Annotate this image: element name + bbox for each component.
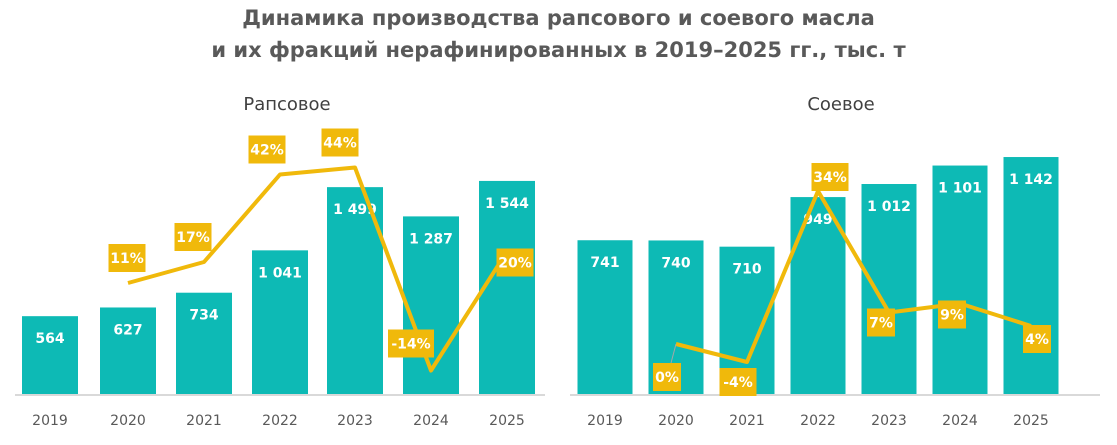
bar-value-label: 564 — [35, 331, 64, 347]
bar-value-label: 1 142 — [1009, 172, 1053, 188]
growth-label-box — [248, 135, 286, 164]
x-tick-label: 2022 — [800, 413, 836, 429]
bar — [403, 216, 459, 394]
bar-value-label: 1 287 — [409, 231, 453, 247]
x-tick-label: 2021 — [186, 413, 222, 429]
chart-title-line-2: и их фракций нерафинированных в 2019–202… — [211, 38, 906, 62]
growth-label-box — [496, 248, 534, 277]
bar-value-label: 949 — [803, 212, 832, 228]
growth-label: 17% — [176, 230, 210, 246]
bar — [932, 165, 988, 394]
x-tick-label: 2023 — [871, 413, 907, 429]
bar-value-label: 741 — [590, 255, 619, 271]
bar-value-label: 627 — [113, 322, 142, 338]
x-tick-label: 2025 — [489, 413, 525, 429]
bar-value-label: 710 — [732, 262, 761, 278]
growth-label: 11% — [110, 251, 144, 267]
x-tick-label: 2023 — [337, 413, 373, 429]
growth-label-box — [719, 368, 757, 396]
bar — [100, 307, 156, 394]
growth-label-box — [811, 163, 849, 191]
growth-label: 7% — [869, 316, 893, 332]
x-tick-label: 2025 — [1013, 413, 1049, 429]
bar-value-label: 1 012 — [867, 199, 911, 215]
bar — [577, 240, 633, 394]
growth-label: 20% — [498, 256, 532, 272]
growth-label: 42% — [250, 143, 284, 159]
bar-value-label: 1 041 — [258, 265, 302, 281]
growth-label-box — [653, 363, 681, 391]
growth-label: 34% — [813, 170, 847, 186]
growth-label-box — [388, 329, 434, 358]
bar — [176, 292, 232, 394]
x-tick-label: 2019 — [587, 413, 623, 429]
growth-line — [675, 189, 1032, 364]
chart-title-line-1: Динамика производства рапсового и соевог… — [242, 6, 875, 30]
bar-value-label: 1 499 — [333, 202, 377, 218]
growth-label-box — [1023, 325, 1051, 353]
growth-label: 44% — [323, 136, 357, 152]
bar — [22, 316, 78, 394]
bar — [1003, 157, 1059, 394]
growth-label-box — [174, 223, 212, 251]
x-tick-label: 2022 — [262, 413, 298, 429]
bar — [861, 184, 917, 394]
growth-label: 9% — [940, 308, 964, 324]
growth-label-box — [108, 244, 146, 272]
x-tick-label: 2024 — [413, 413, 449, 429]
bar — [479, 180, 535, 394]
x-tick-label: 2021 — [729, 413, 765, 429]
growth-label: -4% — [723, 375, 753, 391]
x-tick-label: 2020 — [658, 413, 694, 429]
x-tick-label: 2019 — [32, 413, 68, 429]
bar-value-label: 1 101 — [938, 181, 982, 197]
growth-label-box — [867, 308, 895, 337]
growth-line — [127, 165, 509, 373]
growth-label: 4% — [1025, 332, 1049, 348]
bar — [790, 197, 846, 394]
growth-label-box — [938, 300, 966, 329]
bar-value-label: 740 — [661, 255, 690, 271]
subchart-title: Соевое — [807, 94, 874, 115]
bar — [252, 250, 308, 394]
x-tick-label: 2020 — [110, 413, 146, 429]
growth-label: -14% — [391, 337, 430, 353]
growth-label-box — [321, 128, 359, 157]
growth-label: 0% — [655, 370, 679, 386]
label-leader-line — [670, 343, 677, 364]
subchart-title: Рапсовое — [243, 94, 330, 115]
bar-value-label: 734 — [189, 308, 218, 324]
bar-value-label: 1 544 — [485, 196, 529, 212]
x-tick-label: 2024 — [942, 413, 978, 429]
